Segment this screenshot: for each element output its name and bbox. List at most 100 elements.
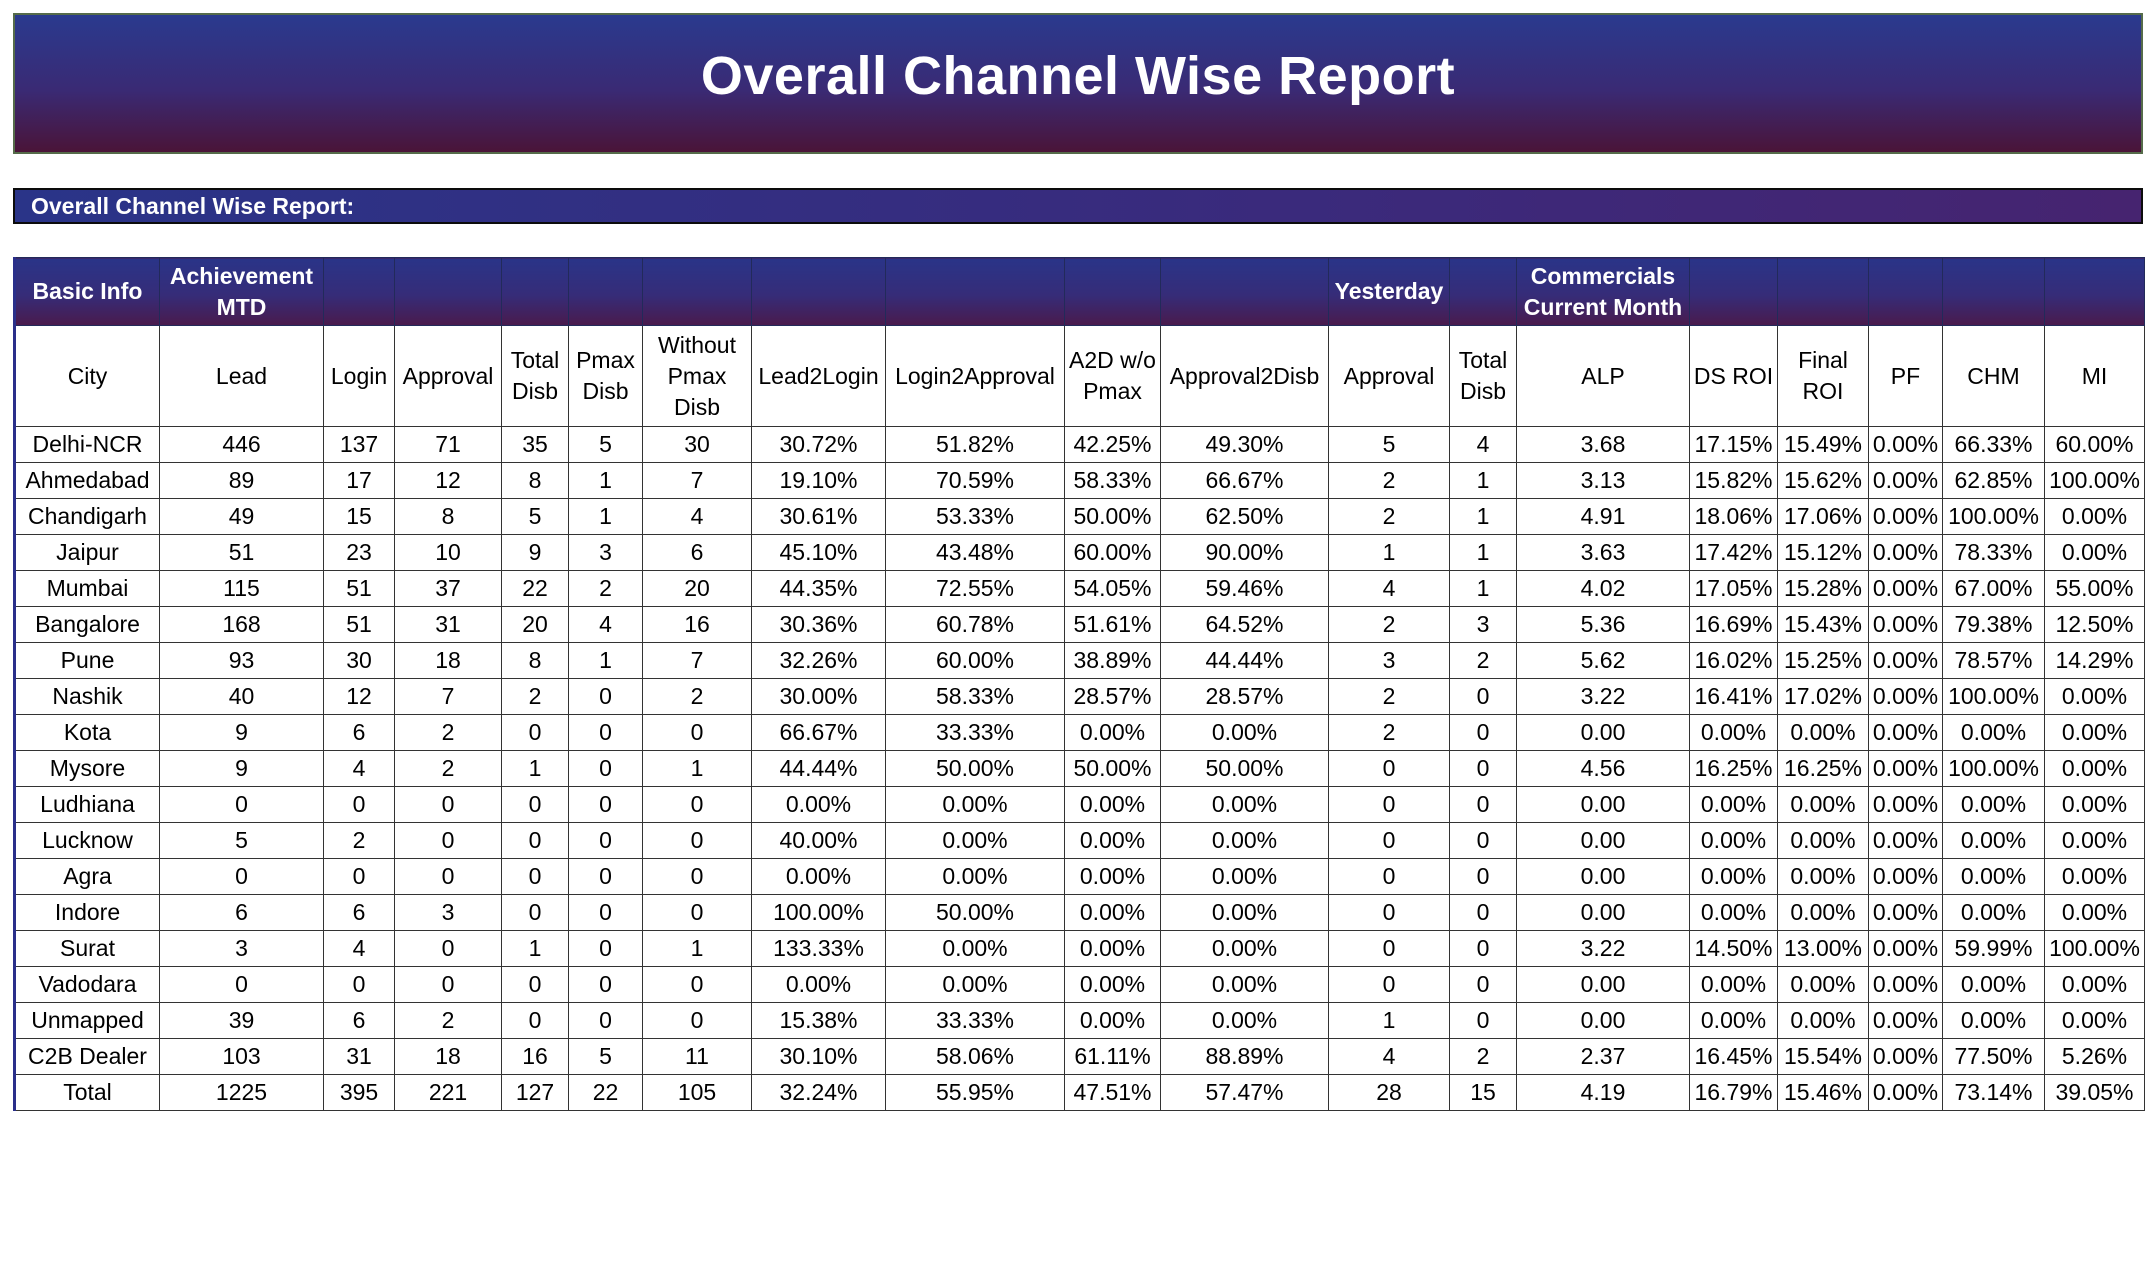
table-cell: 0.00% — [1689, 714, 1778, 751]
table-cell: 19.10% — [751, 462, 886, 499]
table-cell: 0.00% — [1160, 894, 1329, 931]
table-cell: 3.22 — [1516, 930, 1690, 967]
table-cell: 15.25% — [1777, 642, 1869, 679]
table-cell: 14.29% — [2044, 642, 2145, 679]
table-cell: 5 — [1328, 426, 1450, 463]
table-cell: 0.00% — [1868, 930, 1943, 967]
table-cell: 71 — [394, 426, 502, 463]
table-cell: 0.00% — [1942, 714, 2045, 751]
column-header-row: City Lead Login Approval Total Disb Pmax Disb… — [14, 325, 2145, 427]
table-cell: 0.00% — [1064, 1002, 1161, 1039]
table-cell: 18 — [394, 1038, 502, 1075]
table-cell: 17.42% — [1689, 534, 1778, 571]
table-cell: 0.00 — [1516, 714, 1690, 751]
table-cell: 0.00% — [1064, 714, 1161, 751]
table-cell: 1 — [568, 498, 643, 535]
group-header-cell — [751, 257, 886, 326]
table-cell: 1 — [1328, 534, 1450, 571]
table-cell: 3.22 — [1516, 678, 1690, 715]
table-cell: 6 — [642, 534, 752, 571]
column-header-cell: City — [14, 325, 160, 427]
column-header-cell: Lead — [159, 325, 324, 427]
table-cell: 31 — [323, 1038, 395, 1075]
table-cell: 30.36% — [751, 606, 886, 643]
table-row: Chandigarh 49 15 8 5 1 4 30.61% 53.33% 50.00% 62.5… — [14, 498, 2145, 535]
table-cell: 62.85% — [1942, 462, 2045, 499]
table-cell: 60.00% — [1064, 534, 1161, 571]
table-cell: 0.00% — [1777, 822, 1869, 859]
table-cell: 0 — [1328, 858, 1450, 895]
table-cell: 0.00% — [1868, 714, 1943, 751]
table-cell: 0 — [1449, 1002, 1517, 1039]
city-cell: Mumbai — [14, 570, 160, 607]
table-cell: 6 — [323, 1002, 395, 1039]
table-cell: 51 — [159, 534, 324, 571]
city-cell: Ahmedabad — [14, 462, 160, 499]
table-cell: 5.36 — [1516, 606, 1690, 643]
city-cell: Jaipur — [14, 534, 160, 571]
table-cell: 23 — [323, 534, 395, 571]
report-title-banner: Overall Channel Wise Report — [13, 13, 2143, 154]
table-cell: 0.00% — [1689, 858, 1778, 895]
table-cell: 2 — [323, 822, 395, 859]
table-cell: 39.05% — [2044, 1074, 2145, 1111]
table-cell: 3 — [1449, 606, 1517, 643]
table-cell: 0.00% — [751, 786, 886, 823]
table-cell: 0 — [568, 1002, 643, 1039]
table-cell: 33.33% — [885, 1002, 1065, 1039]
table-cell: 57.47% — [1160, 1074, 1329, 1111]
table-cell: 0 — [1449, 894, 1517, 931]
table-cell: 0.00% — [2044, 714, 2145, 751]
group-header-cell: Commercials Current Month — [1516, 257, 1690, 326]
table-cell: 28.57% — [1064, 678, 1161, 715]
group-header-cell: Basic Info — [14, 257, 160, 326]
table-cell: 0 — [501, 786, 569, 823]
group-header-cell — [885, 257, 1065, 326]
table-cell: 12 — [323, 678, 395, 715]
table-cell: 15.62% — [1777, 462, 1869, 499]
table-cell: 59.99% — [1942, 930, 2045, 967]
table-cell: 0.00 — [1516, 822, 1690, 859]
table-cell: 103 — [159, 1038, 324, 1075]
table-cell: 7 — [642, 642, 752, 679]
table-cell: 1 — [568, 462, 643, 499]
table-cell: 0.00% — [1064, 858, 1161, 895]
table-cell: 15.82% — [1689, 462, 1778, 499]
table-cell: 5.26% — [2044, 1038, 2145, 1075]
table-cell: 0.00% — [1777, 894, 1869, 931]
table-cell: 66.67% — [751, 714, 886, 751]
table-cell: 40 — [159, 678, 324, 715]
table-cell: 0.00% — [1689, 966, 1778, 1003]
group-header-cell: Yesterday — [1328, 257, 1450, 326]
table-cell: 0.00% — [1689, 894, 1778, 931]
table-row: Nashik 40 12 7 2 0 2 30.00% 58.33% 28.57% 28.57% 2 0… — [14, 678, 2145, 715]
table-cell: 16.45% — [1689, 1038, 1778, 1075]
table-cell: 0.00% — [1942, 822, 2045, 859]
table-cell: 6 — [323, 714, 395, 751]
table-cell: 5 — [568, 426, 643, 463]
table-cell: 100.00% — [2044, 462, 2145, 499]
table-cell: 0 — [642, 858, 752, 895]
table-cell: 0.00% — [1160, 930, 1329, 967]
group-header-cell — [1689, 257, 1778, 326]
table-cell: 44.44% — [751, 750, 886, 787]
table-cell: 79.38% — [1942, 606, 2045, 643]
group-header-cell — [1868, 257, 1943, 326]
table-cell: 93 — [159, 642, 324, 679]
table-cell: 0 — [323, 966, 395, 1003]
table-cell: 4 — [1328, 570, 1450, 607]
table-cell: 16.41% — [1689, 678, 1778, 715]
table-cell: 12.50% — [2044, 606, 2145, 643]
table-cell: 0.00% — [2044, 1002, 2145, 1039]
table-row: Vadodara 0 0 0 0 0 0 0.00% 0.00% 0.00% 0.00% 0 0 0.00… — [14, 966, 2145, 1003]
table-cell: 20 — [642, 570, 752, 607]
group-header-cell — [642, 257, 752, 326]
table-cell: 50.00% — [1160, 750, 1329, 787]
table-cell: 0.00% — [1868, 750, 1943, 787]
table-row: Unmapped 39 6 2 0 0 0 15.38% 33.33% 0.00% 0.00% 1 0 0… — [14, 1002, 2145, 1039]
table-cell: 0 — [394, 930, 502, 967]
table-cell: 0 — [1449, 966, 1517, 1003]
group-header-row: Basic Info Achievement MTD Yesterday Commer… — [14, 257, 2145, 326]
table-cell: 127 — [501, 1074, 569, 1111]
table-cell: 0.00% — [1942, 894, 2045, 931]
